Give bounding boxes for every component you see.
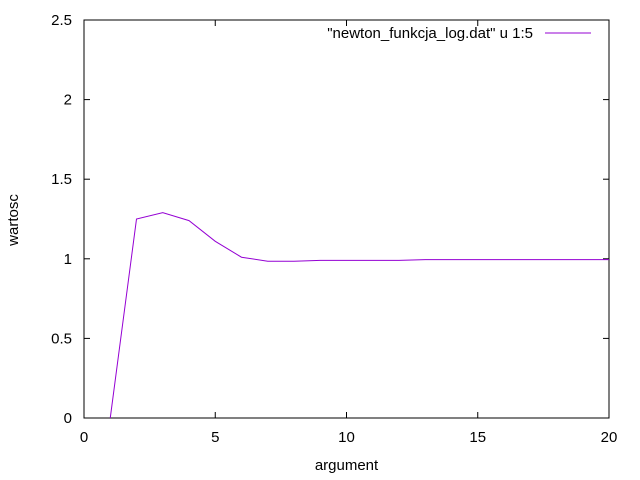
y-axis-label: wartosc <box>5 194 22 247</box>
y-tick-label: 2.5 <box>51 12 72 29</box>
x-tick-label: 15 <box>469 429 486 446</box>
y-tick-label: 0 <box>64 410 72 427</box>
y-tick-label: 1.5 <box>51 171 72 188</box>
x-tick-label: 5 <box>211 429 219 446</box>
plot-frame <box>83 19 610 419</box>
y-tick-label: 1 <box>64 251 72 268</box>
x-tick-label: 20 <box>601 429 618 446</box>
x-tick-label: 10 <box>338 429 355 446</box>
series-lines <box>109 212 609 419</box>
y-tick-label: 2 <box>64 92 72 109</box>
x-axis-label: argument <box>315 457 379 474</box>
legend-label: "newton_funkcja_log.dat" u 1:5 <box>327 25 533 42</box>
y-tick-label: 0.5 <box>51 330 72 347</box>
plot-border <box>83 19 610 419</box>
x-axis: 0 5 10 15 20 <box>80 20 618 446</box>
legend: "newton_funkcja_log.dat" u 1:5 <box>327 25 591 42</box>
x-tick-label: 0 <box>80 429 88 446</box>
series-line <box>109 212 609 419</box>
y-axis: 0 0.5 1 1.5 2 2.5 <box>51 12 609 427</box>
